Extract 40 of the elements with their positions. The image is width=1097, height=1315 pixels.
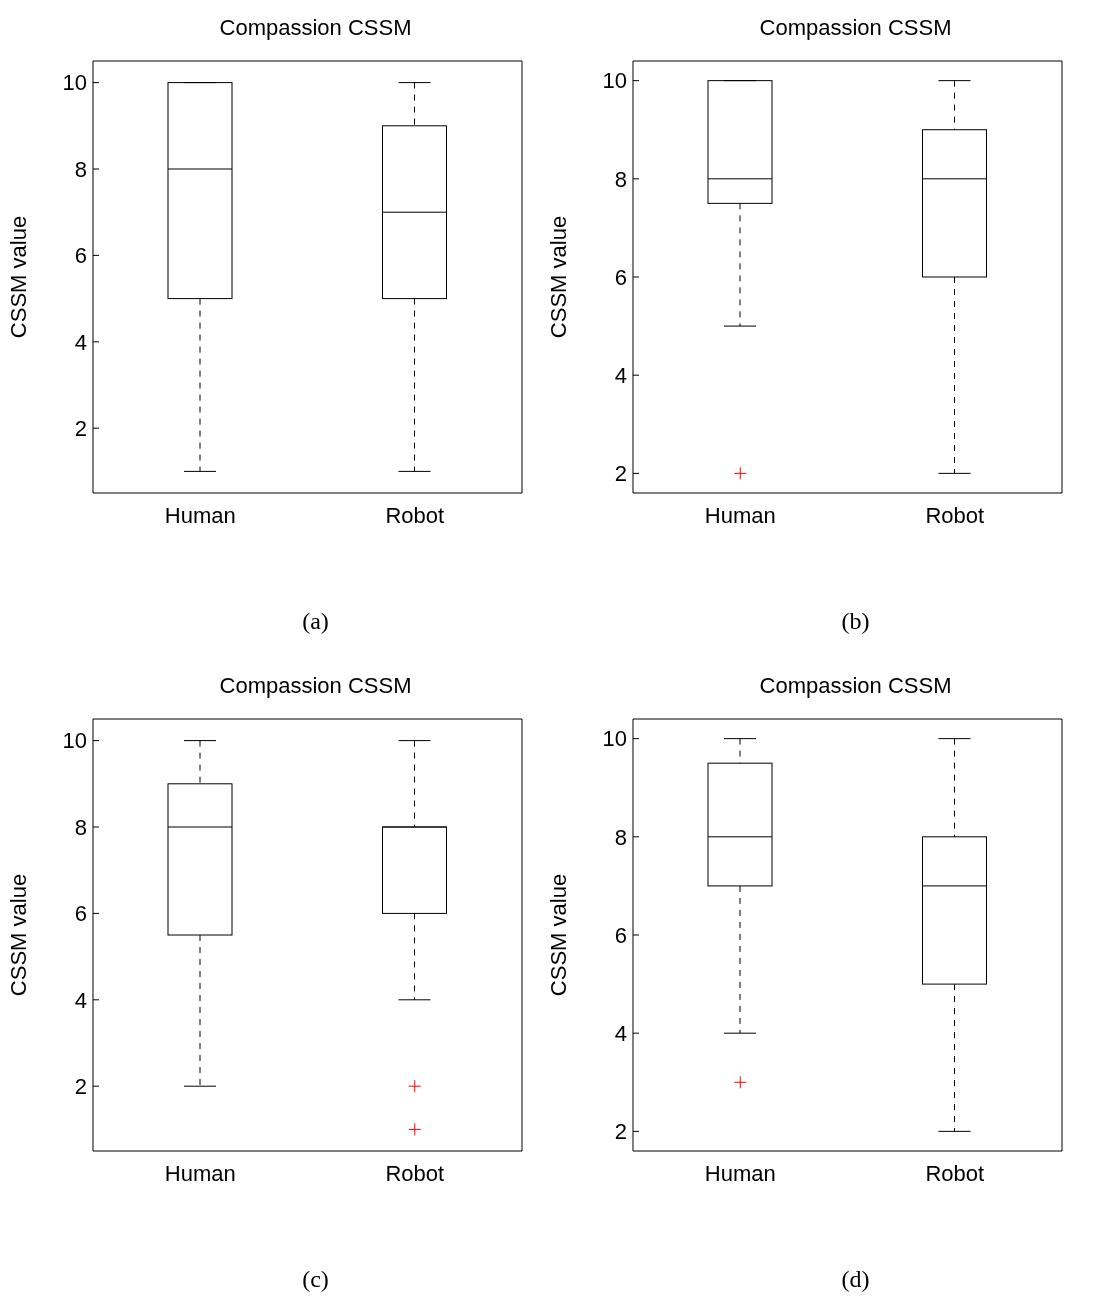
chart-title: Compassion CSSM: [218, 672, 413, 700]
y-tick-label: 6: [74, 901, 87, 927]
y-tick-label: 4: [74, 987, 87, 1013]
chart-title: Compassion CSSM: [758, 672, 953, 700]
y-tick-label: 2: [74, 1074, 87, 1100]
text: (b): [840, 608, 871, 635]
y-tick-label: 4: [614, 1020, 627, 1046]
y-tick-label: 6: [74, 243, 87, 269]
y-tick-label: 4: [614, 362, 627, 388]
y-tick-label: 10: [62, 728, 87, 754]
y-tick-label: 10: [602, 726, 627, 752]
y-tick-label: 2: [74, 416, 87, 442]
x-tick-label: Robot: [385, 502, 445, 528]
chart-title: Compassion CSSM: [218, 14, 413, 42]
y-tick-label: 8: [614, 824, 627, 850]
text: (c): [301, 1266, 330, 1293]
x-tick-label: Human: [164, 502, 236, 528]
y-tick-label: 2: [614, 461, 627, 487]
y-axis-title: CSSM value: [5, 215, 31, 339]
x-tick-label: Robot: [385, 1160, 445, 1186]
x-tick-label: Robot: [925, 1160, 985, 1186]
x-tick-label: Human: [704, 502, 776, 528]
x-tick-label: Human: [704, 1160, 776, 1186]
y-tick-label: 6: [614, 264, 627, 290]
y-axis-title: CSSM value: [545, 215, 571, 339]
y-tick-label: 10: [62, 70, 87, 96]
text: (a): [301, 608, 330, 635]
y-tick-label: 10: [602, 68, 627, 94]
y-tick-label: 8: [74, 156, 87, 182]
y-tick-label: 6: [614, 922, 627, 948]
y-tick-label: 4: [74, 329, 87, 355]
x-tick-label: Human: [164, 1160, 236, 1186]
y-tick-label: 8: [74, 814, 87, 840]
x-tick-label: Robot: [925, 502, 985, 528]
chart-title: Compassion CSSM: [758, 14, 953, 42]
y-axis-title: CSSM value: [5, 873, 31, 997]
y-tick-label: 2: [614, 1119, 627, 1145]
y-axis-title: CSSM value: [545, 873, 571, 997]
y-tick-label: 8: [614, 166, 627, 192]
text: (d): [840, 1266, 871, 1293]
